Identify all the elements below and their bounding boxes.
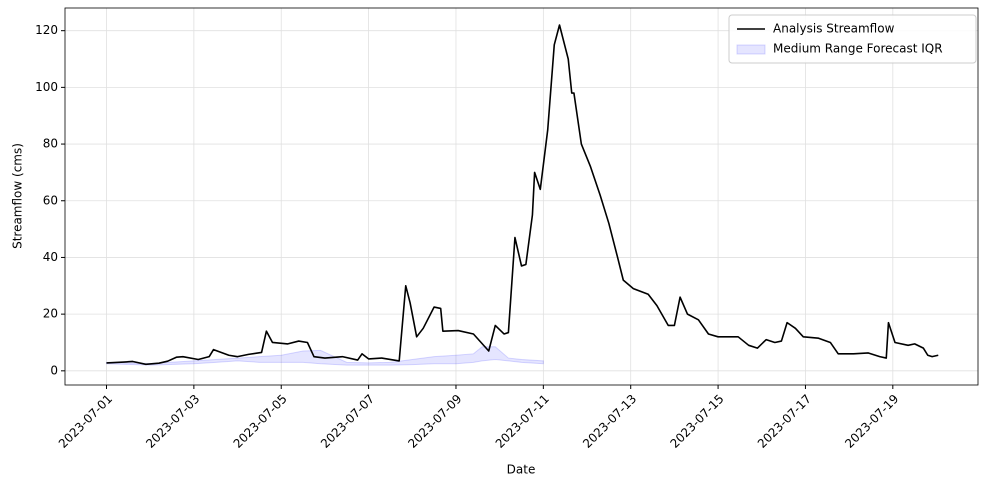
legend: Analysis Streamflow Medium Range Forecast…	[728, 14, 977, 64]
x-tick-label: 2023-07-09	[405, 392, 464, 451]
plot-area	[106, 24, 939, 366]
plot-frame	[64, 7, 979, 386]
iqr-band	[106, 346, 544, 366]
y-tick-label: 40	[43, 250, 58, 264]
x-tick-label: 2023-07-11	[493, 392, 552, 451]
streamflow-line	[106, 24, 939, 366]
grid	[65, 8, 978, 385]
legend-label: Analysis Streamflow	[773, 22, 895, 36]
x-tick-label: 2023-07-05	[231, 392, 290, 451]
x-tick-label: 2023-07-19	[842, 392, 901, 451]
x-axis-label: Date	[507, 463, 536, 477]
legend-box	[728, 14, 977, 64]
x-tick-label: 2023-07-13	[580, 392, 639, 451]
x-tick-label: 2023-07-15	[667, 392, 726, 451]
y-tick-label: 100	[35, 80, 58, 94]
x-tick-label: 2023-07-17	[755, 392, 814, 451]
x-tick-label: 2023-07-03	[143, 392, 202, 451]
y-tick-label: 0	[50, 363, 58, 377]
x-tick-label: 2023-07-01	[56, 392, 115, 451]
x-tick-label: 2023-07-07	[318, 392, 377, 451]
y-tick-label: 60	[43, 193, 58, 207]
y-tick-label: 80	[43, 137, 58, 151]
legend-swatch	[736, 44, 766, 55]
y-tick-label: 20	[43, 307, 58, 321]
y-axis-label: Streamflow (cms)	[11, 143, 25, 249]
y-tick-label: 120	[35, 23, 58, 37]
legend-label: Medium Range Forecast IQR	[773, 42, 943, 56]
